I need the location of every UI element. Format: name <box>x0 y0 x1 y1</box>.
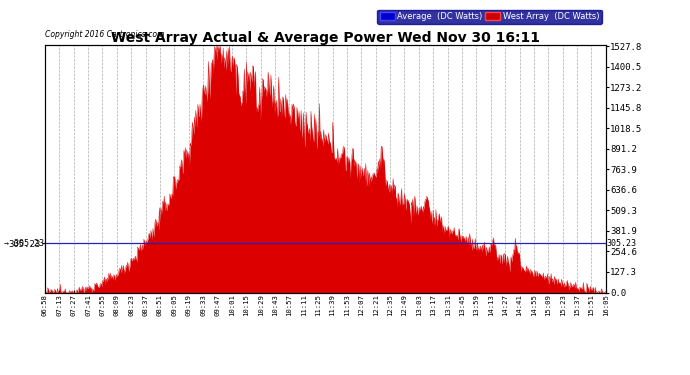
Text: → 305.23: → 305.23 <box>4 239 44 248</box>
Text: 305.23: 305.23 <box>607 239 636 248</box>
Text: Copyright 2016 Cartronics.com: Copyright 2016 Cartronics.com <box>45 30 164 39</box>
Legend: Average  (DC Watts), West Array  (DC Watts): Average (DC Watts), West Array (DC Watts… <box>377 10 602 24</box>
Title: West Array Actual & Average Power Wed Nov 30 16:11: West Array Actual & Average Power Wed No… <box>111 31 540 45</box>
